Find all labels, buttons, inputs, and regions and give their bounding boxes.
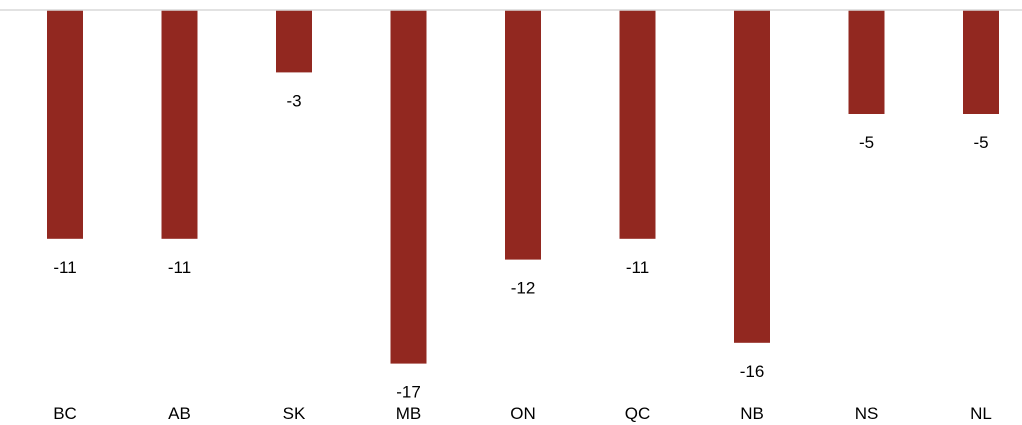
data-label-on: -12 [511,279,536,298]
bar-mb [390,10,427,364]
x-tick-label-bc: BC [53,404,77,423]
bars-layer [47,10,999,364]
x-tick-label-sk: SK [283,404,306,423]
bar-ns [848,10,885,114]
data-label-sk: -3 [286,91,301,110]
bar-qc [619,10,656,239]
data-label-ab: -11 [168,258,191,277]
x-tick-label-qc: QC [625,404,651,423]
data-label-ns: -5 [859,133,874,152]
bar-nb [734,10,770,343]
x-tick-label-mb: MB [396,404,422,423]
bar-sk [276,10,312,73]
bar-bc [47,10,83,239]
data-label-qc: -11 [626,258,649,277]
data-label-nl: -5 [973,133,988,152]
x-tick-label-nl: NL [970,404,992,423]
data-label-bc: -11 [53,258,76,277]
x-tick-label-on: ON [510,404,536,423]
x-tick-label-ns: NS [855,404,879,423]
x-axis-tick-labels: BC AB SK MB ON QC NB NS NL [53,404,992,423]
data-label-nb: -16 [740,362,765,381]
x-tick-label-nb: NB [740,404,764,423]
bar-ab [161,10,198,239]
x-tick-label-ab: AB [168,404,191,423]
bar-on [505,10,541,260]
data-labels-layer: -11 -11 -3 -17 -12 -11 -16 -5 -5 [53,91,988,401]
bar-nl [963,10,999,114]
data-label-mb: -17 [396,383,421,402]
